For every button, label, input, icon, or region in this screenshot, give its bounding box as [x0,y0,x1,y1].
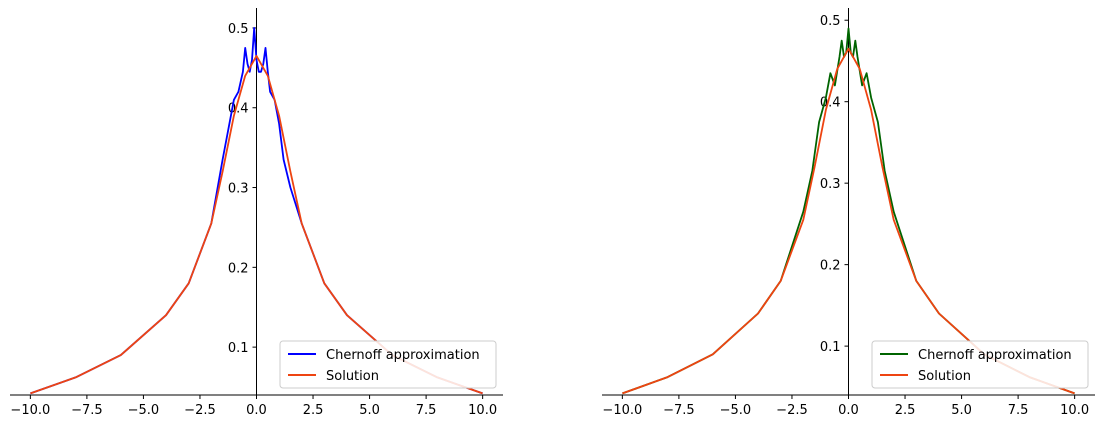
series-line-chernoff-approximation [622,27,1075,395]
x-tick-label: −2.5 [776,403,808,418]
series-line-solution [30,55,483,395]
x-tick-label: 7.5 [416,403,437,418]
x-tick-label: 5.0 [951,403,972,418]
x-tick-label: −10.0 [10,403,50,418]
x-tick-label: 10.0 [468,403,497,418]
x-tick-label: −10.0 [602,403,642,418]
x-tick-label: −7.5 [71,403,103,418]
x-tick-label: 7.5 [1008,403,1029,418]
x-tick-label: −7.5 [663,403,695,418]
legend: Chernoff approximation Solution [871,340,1089,389]
x-tick-label: 0.0 [838,403,859,418]
y-tick-label: 0.3 [228,182,249,197]
y-tick-label: 0.5 [820,14,841,29]
y-tick-label: 0.3 [820,177,841,192]
x-tick-label: 10.0 [1060,403,1089,418]
y-tick-label: 0.2 [820,259,841,274]
y-tick-label: 0.5 [228,22,249,37]
legend-frame [871,340,1089,389]
chart-panel-left: −10.0 −7.5 −5.0 −2.5 0.0 2.5 5.0 7.5 10.0 0.1 0.2 0… [10,8,503,418]
series-line-solution [622,47,1075,395]
x-tick-label: 0.0 [246,403,267,418]
x-tick-label: −5.0 [128,403,160,418]
y-tick-label: 0.2 [228,261,249,276]
legend-label: Solution [918,369,971,384]
y-tick-label: 0.1 [228,341,249,356]
legend-label: Solution [326,369,379,384]
x-tick-label: 5.0 [359,403,380,418]
legend: Chernoff approximation Solution [279,340,497,389]
x-tick-label: 2.5 [895,403,916,418]
legend-label: Chernoff approximation [326,348,480,363]
legend-label: Chernoff approximation [918,348,1072,363]
chart-panel-right: −10.0 −7.5 −5.0 −2.5 0.0 2.5 5.0 7.5 10.0 0.1 0.2 0… [602,8,1095,418]
x-tick-label: −5.0 [720,403,752,418]
x-tick-label: 2.5 [303,403,324,418]
legend-frame [279,340,497,389]
x-tick-label: −2.5 [184,403,216,418]
y-tick-label: 0.1 [820,340,841,355]
